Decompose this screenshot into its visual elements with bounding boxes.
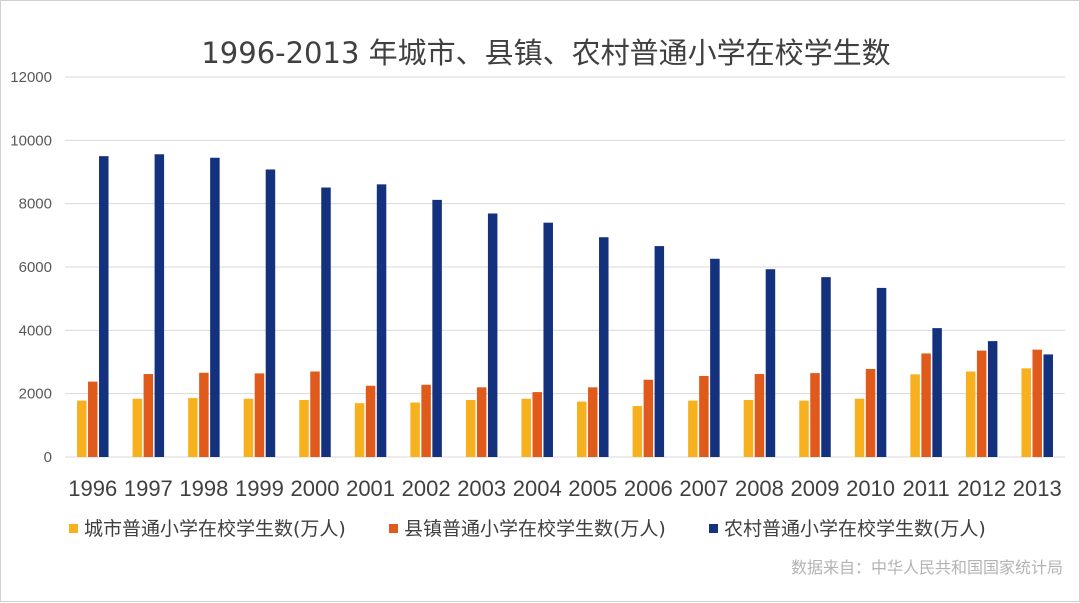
bar-2003-series-2 — [476, 387, 487, 457]
bar-2011-series-3 — [932, 328, 942, 457]
bar-2013-series-1 — [1021, 368, 1031, 457]
bar-2013-series-2 — [1032, 349, 1042, 457]
bar-2012-series-2 — [976, 350, 987, 457]
x-tick-label: 1997 — [124, 476, 173, 501]
gridlines — [65, 76, 1065, 458]
bar-2012-series-1 — [965, 371, 976, 457]
x-tick-label: 2003 — [457, 476, 506, 501]
bar-2001-series-1 — [354, 403, 365, 457]
x-tick-label: 1996 — [68, 476, 117, 501]
legend: 城市普通小学在校学生数(万人) 县镇普通小学在校学生数(万人) 农村普通小学在校学生… — [69, 518, 986, 540]
bar-2009-series-3 — [821, 277, 831, 457]
bar-2005-series-1 — [577, 401, 587, 457]
bar-2007-series-1 — [688, 400, 698, 457]
x-tick-label: 2002 — [402, 476, 451, 501]
legend-label: 城市普通小学在校学生数(万人) — [84, 518, 346, 540]
bar-2004-series-3 — [543, 222, 553, 457]
x-tick-label: 2010 — [846, 476, 895, 501]
legend-label: 县镇普通小学在校学生数(万人) — [404, 518, 666, 540]
bar-1997-series-2 — [143, 374, 154, 457]
bar-2003-series-3 — [487, 213, 498, 457]
bar-2008-series-2 — [754, 374, 765, 457]
legend-swatch — [389, 524, 398, 533]
bar-1996-series-1 — [77, 400, 87, 457]
bar-2007-series-3 — [710, 258, 720, 457]
bar-2008-series-1 — [743, 400, 754, 457]
bar-2009-series-2 — [810, 373, 820, 457]
bar-2004-series-2 — [532, 392, 542, 457]
bar-1998-series-1 — [188, 398, 198, 457]
bar-2006-series-1 — [632, 406, 643, 457]
bar-2002-series-3 — [432, 199, 442, 457]
bar-1999-series-3 — [265, 169, 276, 457]
bar-2009-series-1 — [799, 400, 809, 457]
x-tick-label: 2012 — [957, 476, 1006, 501]
chart-title: 1996-2013 年城市、县镇、农村普通小学在校学生数 — [201, 36, 890, 70]
bar-2011-series-1 — [910, 374, 920, 457]
bar-1997-series-1 — [132, 398, 143, 457]
source-note: 数据来自：中华人民共和国国家统计局 — [791, 558, 1063, 577]
bar-2010-series-3 — [876, 287, 887, 457]
y-tick-label: 12000 — [10, 69, 52, 86]
bar-2004-series-1 — [521, 398, 531, 457]
bar-2008-series-3 — [765, 269, 776, 457]
y-axis-ticks: 0 2000 4000 6000 8000 10000 12000 — [10, 69, 52, 466]
x-tick-label: 2005 — [568, 476, 617, 501]
bar-1999-series-1 — [243, 398, 254, 457]
x-tick-label: 2006 — [624, 476, 673, 501]
y-tick-label: 4000 — [19, 322, 52, 339]
bar-1996-series-2 — [88, 381, 98, 457]
x-tick-label: 2009 — [791, 476, 840, 501]
bar-2005-series-2 — [588, 387, 598, 457]
bar-2012-series-3 — [987, 341, 998, 457]
x-tick-label: 1998 — [179, 476, 228, 501]
bar-2005-series-3 — [599, 237, 609, 457]
y-tick-label: 6000 — [19, 259, 52, 276]
bar-2002-series-1 — [410, 402, 420, 457]
y-tick-label: 2000 — [19, 386, 52, 403]
bar-2010-series-1 — [854, 398, 865, 457]
x-tick-label: 2008 — [735, 476, 784, 501]
bar-2013-series-3 — [1043, 354, 1053, 457]
legend-label: 农村普通小学在校学生数(万人) — [724, 518, 986, 540]
bar-1998-series-2 — [199, 372, 209, 457]
x-tick-label: 2004 — [513, 476, 562, 501]
bar-2007-series-2 — [699, 375, 709, 457]
x-tick-label: 2013 — [1013, 476, 1062, 501]
bar-2001-series-3 — [376, 184, 387, 457]
bar-1999-series-2 — [254, 373, 265, 457]
bar-1996-series-3 — [99, 156, 109, 457]
bar-2000-series-3 — [321, 187, 331, 457]
y-tick-label: 8000 — [19, 196, 52, 213]
bars — [77, 154, 1053, 457]
bar-2001-series-2 — [365, 385, 376, 457]
bar-1998-series-3 — [210, 157, 220, 457]
x-tick-label: 2000 — [291, 476, 340, 501]
bar-2011-series-2 — [921, 353, 931, 457]
y-tick-label: 10000 — [10, 132, 52, 149]
x-tick-label: 2001 — [346, 476, 395, 501]
x-tick-label: 1999 — [235, 476, 284, 501]
x-tick-label: 2007 — [679, 476, 728, 501]
bar-2003-series-1 — [465, 400, 476, 457]
x-tick-label: 2011 — [902, 476, 949, 501]
bar-1997-series-3 — [154, 154, 165, 457]
legend-swatch — [709, 524, 718, 533]
bar-2002-series-2 — [421, 384, 431, 457]
bar-2000-series-1 — [299, 400, 309, 457]
x-axis-ticks: 1996 1997 1998 1999 2000 2001 2002 2003 2004 2005… — [68, 476, 1061, 501]
bar-2000-series-2 — [310, 371, 320, 457]
bar-2006-series-3 — [654, 246, 665, 457]
bar-2006-series-2 — [643, 379, 654, 457]
bar-2010-series-2 — [865, 368, 876, 457]
legend-swatch — [69, 524, 78, 533]
y-tick-label: 0 — [44, 449, 52, 466]
